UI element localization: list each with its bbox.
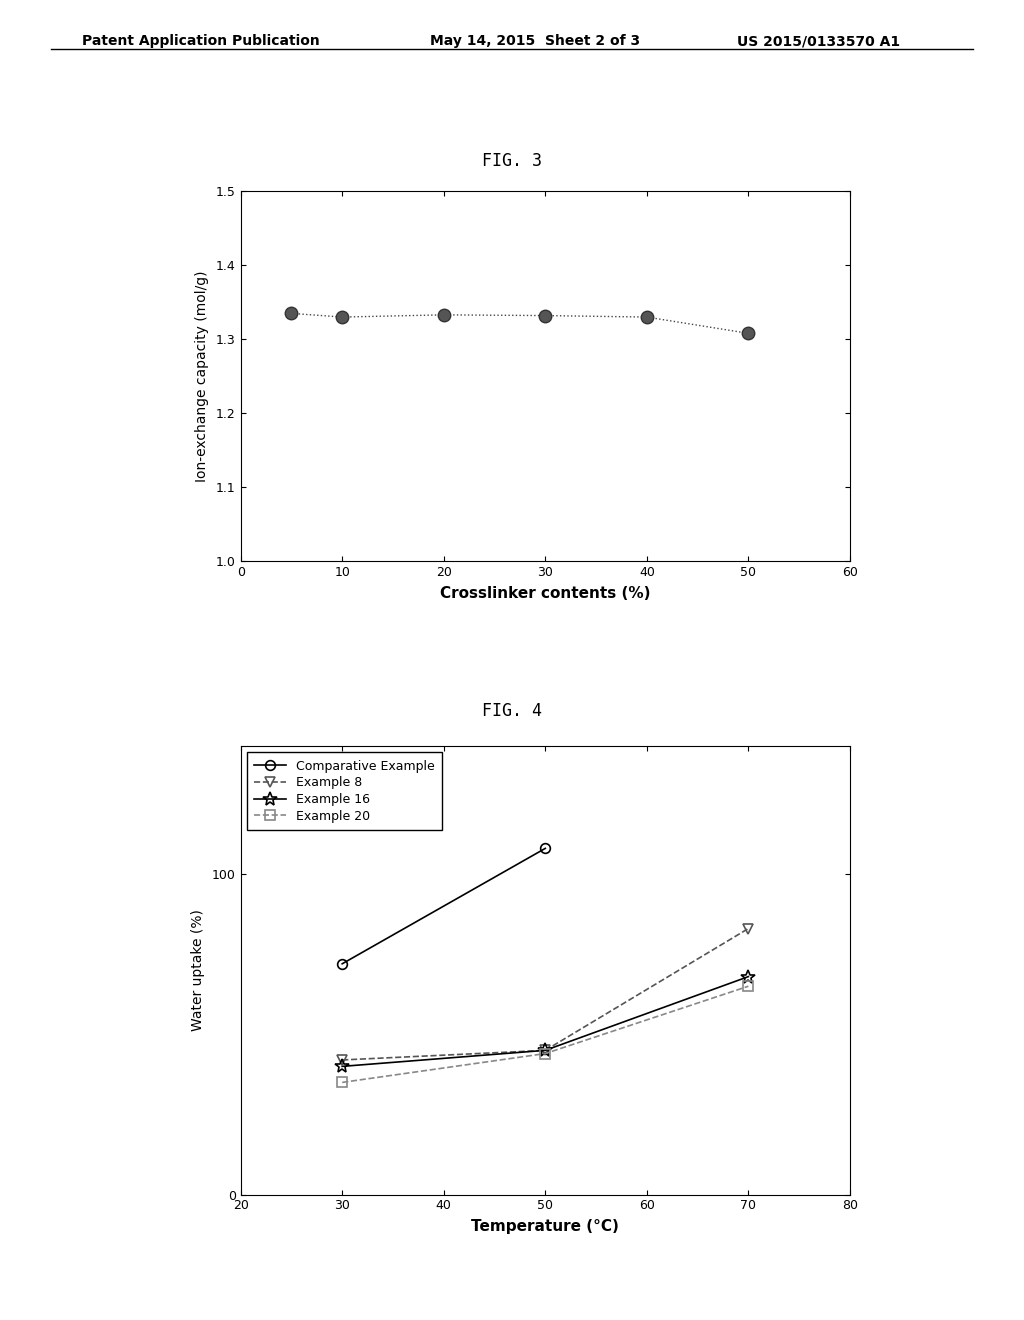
Example 20 bbox=[539, 1045, 551, 1061]
Line: Example 16: Example 16 bbox=[335, 970, 756, 1073]
Comparative Example bbox=[539, 841, 551, 857]
Example 16 bbox=[742, 969, 755, 985]
Example 16 bbox=[336, 1059, 348, 1074]
Y-axis label: Water uptake (%): Water uptake (%) bbox=[190, 909, 205, 1031]
Y-axis label: Ion-exchange capacity (mol/g): Ion-exchange capacity (mol/g) bbox=[195, 271, 209, 482]
Example 16 bbox=[539, 1043, 551, 1059]
Example 8 bbox=[742, 920, 755, 936]
Example 8 bbox=[539, 1043, 551, 1059]
Example 20 bbox=[336, 1074, 348, 1090]
Line: Example 8: Example 8 bbox=[337, 924, 754, 1065]
Line: Example 20: Example 20 bbox=[337, 981, 754, 1088]
Example 20 bbox=[742, 978, 755, 994]
Text: May 14, 2015  Sheet 2 of 3: May 14, 2015 Sheet 2 of 3 bbox=[430, 34, 640, 49]
Text: Patent Application Publication: Patent Application Publication bbox=[82, 34, 319, 49]
Text: FIG. 4: FIG. 4 bbox=[482, 702, 542, 721]
Text: FIG. 3: FIG. 3 bbox=[482, 152, 542, 170]
Example 8 bbox=[336, 1052, 348, 1068]
Comparative Example bbox=[336, 956, 348, 972]
X-axis label: Temperature (°C): Temperature (°C) bbox=[471, 1220, 620, 1234]
Legend: Comparative Example, Example 8, Example 16, Example 20: Comparative Example, Example 8, Example … bbox=[247, 752, 442, 830]
Text: US 2015/0133570 A1: US 2015/0133570 A1 bbox=[737, 34, 900, 49]
Line: Comparative Example: Comparative Example bbox=[337, 843, 550, 969]
X-axis label: Crosslinker contents (%): Crosslinker contents (%) bbox=[440, 586, 650, 601]
